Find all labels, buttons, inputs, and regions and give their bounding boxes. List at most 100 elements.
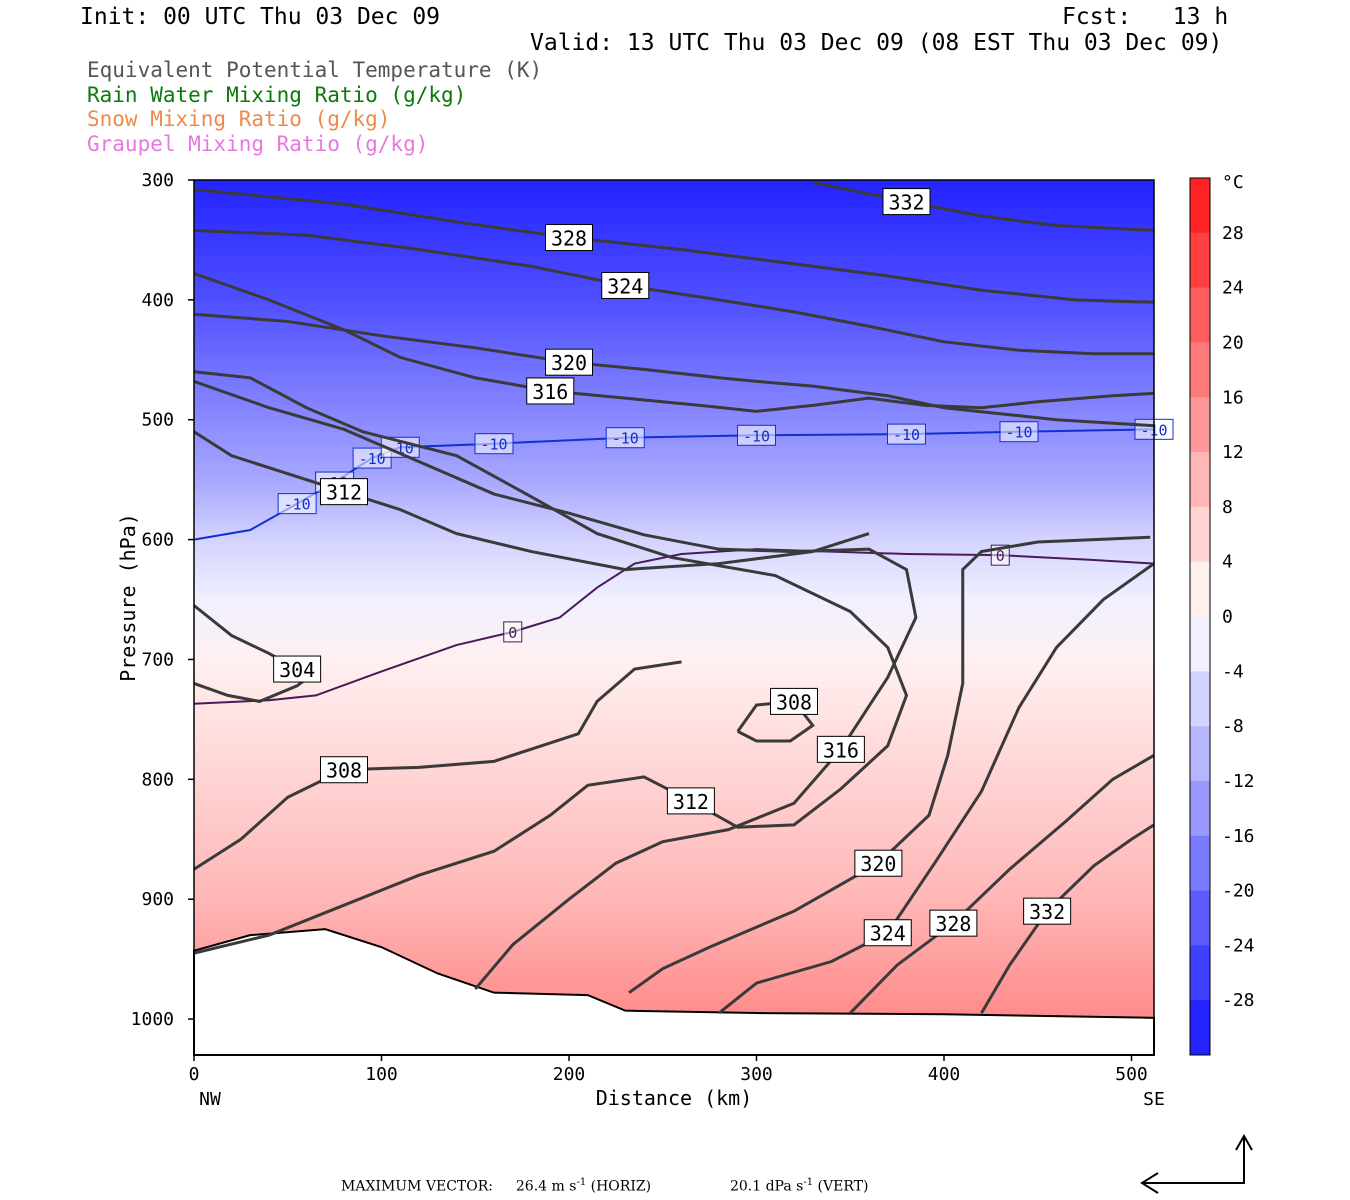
isotherm-label: -10 bbox=[893, 426, 920, 444]
isotherm-label-box bbox=[503, 621, 523, 643]
vert-max-unit: (VERT) bbox=[817, 1178, 869, 1195]
contour-label: 316 bbox=[532, 380, 568, 404]
theta-e-contour bbox=[628, 535, 1151, 994]
colorbar-band bbox=[1190, 506, 1210, 563]
contour-label: 320 bbox=[860, 852, 896, 876]
legend-theta-e: Equivalent Potential Temperature (K) bbox=[87, 58, 543, 82]
x-tick-label: 400 bbox=[928, 1064, 961, 1085]
forecast-hour: Fcst: 13 h bbox=[1062, 4, 1229, 30]
colorbar-band bbox=[1190, 342, 1210, 398]
contour-label-box bbox=[666, 787, 715, 815]
y-tick-label: 900 bbox=[141, 889, 174, 910]
contour-label-box bbox=[863, 919, 912, 947]
colorbar-tick-label: -4 bbox=[1222, 661, 1244, 682]
colorbar-tick-label: 12 bbox=[1222, 442, 1244, 463]
max-vector-footer: MAXIMUM VECTOR: 26.4 m s-1 (HORIZ) 20.1 … bbox=[341, 1177, 868, 1195]
contour-label: 328 bbox=[935, 912, 971, 936]
contour-label-box bbox=[320, 756, 368, 784]
contour-label-box bbox=[770, 687, 818, 715]
y-tick-label: 500 bbox=[141, 410, 174, 431]
colorbar-tick-label: 28 bbox=[1222, 223, 1244, 244]
legend-snow: Snow Mixing Ratio (g/kg) bbox=[87, 107, 391, 131]
horiz-max-exp: -1 bbox=[576, 1177, 587, 1188]
contour-label: 324 bbox=[607, 274, 643, 298]
isotherm-label: -10 bbox=[1005, 424, 1032, 442]
vert-max-value: 20.1 dPa s bbox=[729, 1178, 804, 1195]
y-axis-label: Pressure (hPa) bbox=[116, 513, 140, 682]
y-tick-label: 800 bbox=[141, 769, 174, 790]
init-time: Init: 00 UTC Thu 03 Dec 09 bbox=[80, 4, 441, 30]
contour-label-box bbox=[1023, 897, 1072, 925]
x-tick-label: 500 bbox=[1115, 1064, 1148, 1085]
colorbar-tick-label: -8 bbox=[1222, 716, 1244, 737]
contour-label: 328 bbox=[551, 227, 587, 251]
contour-label: 308 bbox=[776, 690, 812, 714]
y-tick-label: 1000 bbox=[131, 1009, 174, 1030]
theta-e-contour bbox=[193, 379, 918, 991]
colorbar-band bbox=[1190, 890, 1210, 946]
colorbar-tick-label: 4 bbox=[1222, 552, 1233, 573]
isotherm-label: 0 bbox=[996, 547, 1005, 565]
colorbar-tick-label: 0 bbox=[1222, 607, 1233, 628]
horiz-max-unit: (HORIZ) bbox=[590, 1178, 652, 1195]
isotherm-label: -10 bbox=[612, 430, 639, 448]
contour-label-box bbox=[526, 377, 575, 405]
colorbar-band bbox=[1190, 780, 1210, 837]
vert-max-exp: -1 bbox=[803, 1177, 814, 1188]
colorbar-band bbox=[1190, 945, 1210, 1001]
valid-time: Valid: 13 UTC Thu 03 Dec 09 (08 EST Thu … bbox=[530, 30, 1223, 56]
max-vector-label: MAXIMUM VECTOR: bbox=[341, 1178, 493, 1195]
contour-label-box bbox=[882, 188, 931, 216]
colorbar-tick-label: 20 bbox=[1222, 332, 1244, 353]
colorbar-tick-label: -16 bbox=[1222, 826, 1255, 847]
isotherm-label-box bbox=[605, 427, 645, 449]
nw-end-label: NW bbox=[199, 1089, 221, 1110]
y-tick-label: 400 bbox=[141, 290, 174, 311]
colorbar-band bbox=[1190, 452, 1210, 508]
colorbar-band bbox=[1190, 232, 1210, 289]
y-tick-label: 600 bbox=[141, 530, 174, 551]
theta-e-contour bbox=[980, 823, 1155, 1014]
colorbar-tick-label: -20 bbox=[1222, 881, 1255, 902]
colorbar-band bbox=[1190, 397, 1210, 453]
legend-rain: Rain Water Mixing Ratio (g/kg) bbox=[87, 83, 467, 107]
contour-label: 304 bbox=[279, 658, 315, 682]
contour-label: 312 bbox=[326, 481, 362, 505]
contour-label: 324 bbox=[870, 922, 906, 946]
x-tick-label: 100 bbox=[365, 1064, 398, 1085]
theta-e-contour bbox=[193, 370, 909, 955]
theta-e-contour bbox=[193, 228, 1154, 356]
isotherm-label: -10 bbox=[743, 427, 770, 445]
theta-e-contour bbox=[718, 562, 1155, 1015]
colorbar-tick-label: 24 bbox=[1222, 278, 1244, 299]
contour-label-box bbox=[545, 224, 593, 252]
isotherm-label: -10 bbox=[359, 450, 386, 468]
isotherm-label-box bbox=[737, 424, 776, 446]
colorbar-frame bbox=[1189, 177, 1211, 1056]
colorbar-tick-label: -28 bbox=[1222, 990, 1255, 1011]
isotherm-label-box bbox=[999, 421, 1039, 443]
colorbar-tick-label: -12 bbox=[1222, 771, 1255, 792]
isotherm-label: 0 bbox=[508, 624, 517, 642]
contour-label-box bbox=[601, 271, 650, 299]
contour-label: 332 bbox=[1029, 900, 1065, 924]
theta-e-contour bbox=[193, 272, 1155, 413]
theta-e-contour bbox=[193, 660, 682, 871]
theta-e-contour bbox=[193, 312, 1155, 428]
colorbar-band bbox=[1190, 835, 1210, 892]
colorbar-tick-label: 8 bbox=[1222, 497, 1233, 518]
horiz-max-value: 26.4 m s bbox=[515, 1178, 577, 1195]
contour-label-box bbox=[929, 909, 978, 937]
isotherm-label-box bbox=[887, 423, 926, 445]
isotherm-label-box bbox=[277, 493, 317, 515]
contour-label: 316 bbox=[823, 738, 859, 762]
colorbar-unit: °C bbox=[1222, 172, 1244, 193]
contour-label: 312 bbox=[673, 790, 709, 814]
contour-label: 332 bbox=[888, 191, 924, 215]
colorbar-band bbox=[1190, 726, 1210, 782]
x-tick-label: 200 bbox=[553, 1064, 586, 1085]
y-tick-label: 300 bbox=[141, 170, 174, 191]
isotherm-label: -10 bbox=[284, 496, 311, 514]
contour-label: 308 bbox=[326, 759, 362, 783]
